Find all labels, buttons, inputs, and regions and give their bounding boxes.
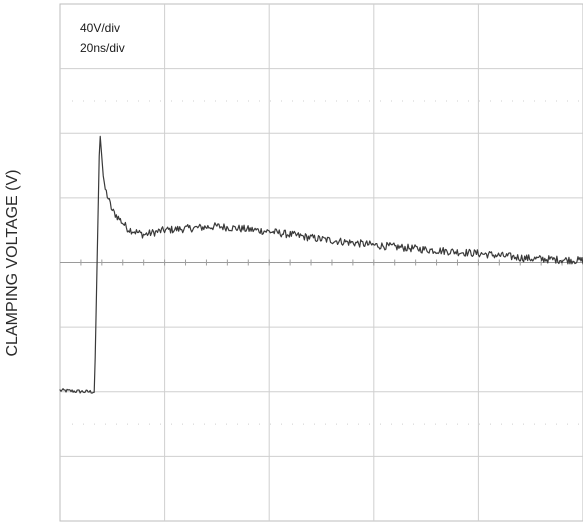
waveform-trace xyxy=(59,135,583,394)
grid xyxy=(59,3,583,522)
y-axis-label: CLAMPING VOLTAGE (V) xyxy=(4,170,21,357)
trace-layer xyxy=(59,135,583,394)
horizontal-scale-label: 20ns/div xyxy=(80,41,125,55)
vertical-scale-label: 40V/div xyxy=(80,21,120,35)
